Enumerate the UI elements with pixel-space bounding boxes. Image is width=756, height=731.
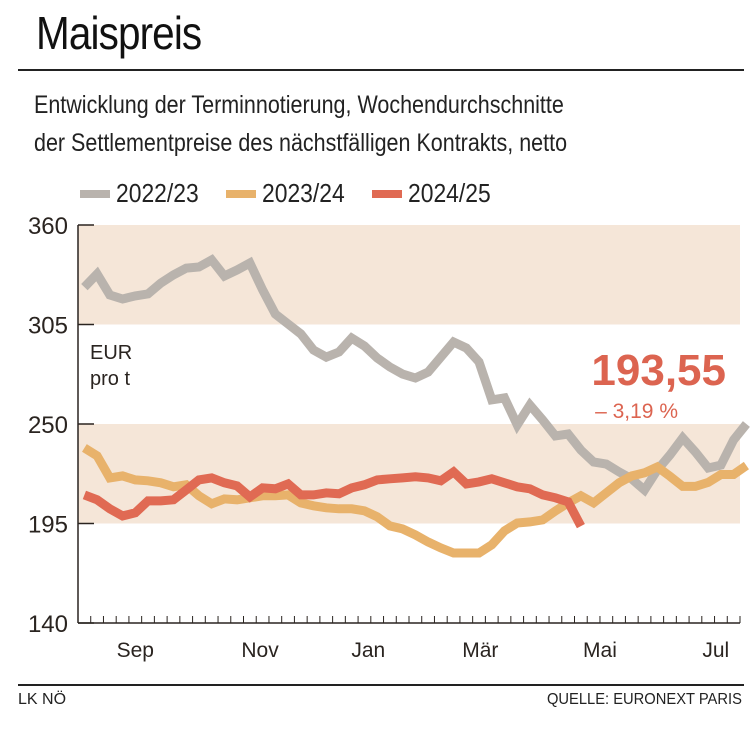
series-line-2022-23 [81,254,750,497]
legend: 2022/23 2023/24 2024/25 [80,178,500,209]
legend-swatch-2022-23 [80,189,110,198]
legend-label-2022-23: 2022/23 [116,178,199,208]
chart-title: Maispreis [36,7,202,59]
shaded-band-0 [78,225,740,325]
footer-divider [18,684,744,686]
y-tick-label-195: 195 [28,512,68,539]
legend-swatch-2023-24 [225,189,256,198]
x-tick-label-Sep: Sep [117,639,154,662]
x-tick-label-Mai: Mai [583,639,617,662]
x-tick-label-Nov: Nov [241,639,279,662]
y-tick-label-305: 305 [28,313,68,340]
legend-item-2023-24: 2023/24 [225,178,345,209]
latest-price-annotation: 193,55 [591,346,726,395]
y-tick-label-360: 360 [28,213,68,240]
legend-item-2022-23: 2022/23 [80,178,199,209]
legend-swatch-2024-25 [371,189,402,198]
legend-item-2024-25: 2024/25 [371,178,491,209]
subtitle-line-1: Entwicklung der Terminnotierung, Wochend… [34,91,564,119]
series-line-2023-24 [82,444,749,558]
y-tick-label-140: 140 [28,611,68,638]
legend-label-2024-25: 2024/25 [407,178,491,208]
y-unit-label-line1: EUR [90,342,132,364]
legend-label-2023-24: 2023/24 [261,178,345,208]
title-divider [18,69,744,71]
x-tick-label-Mär: Mär [462,639,498,662]
series-line-2024-25 [82,466,585,529]
chart-subtitle: Entwicklung der Terminnotierung, Wochend… [34,86,567,162]
y-unit-label-line2: pro t [90,368,130,390]
y-tick-label-250: 250 [28,412,68,439]
x-tick-label-Jan: Jan [351,639,385,662]
line-chart: 140 195 250 305 360 Sep Nov Jan Mär Mai Jul EUR pro … [28,213,750,662]
footer-source: QUELLE: EURONEXT PARIS [547,691,742,708]
footer-credit: LK NÖ [18,691,67,708]
x-tick-label-Jul: Jul [702,639,729,662]
subtitle-line-2: der Settlementpreise des nächstfälligen … [34,129,568,157]
price-change-annotation: – 3,19 % [595,400,678,423]
